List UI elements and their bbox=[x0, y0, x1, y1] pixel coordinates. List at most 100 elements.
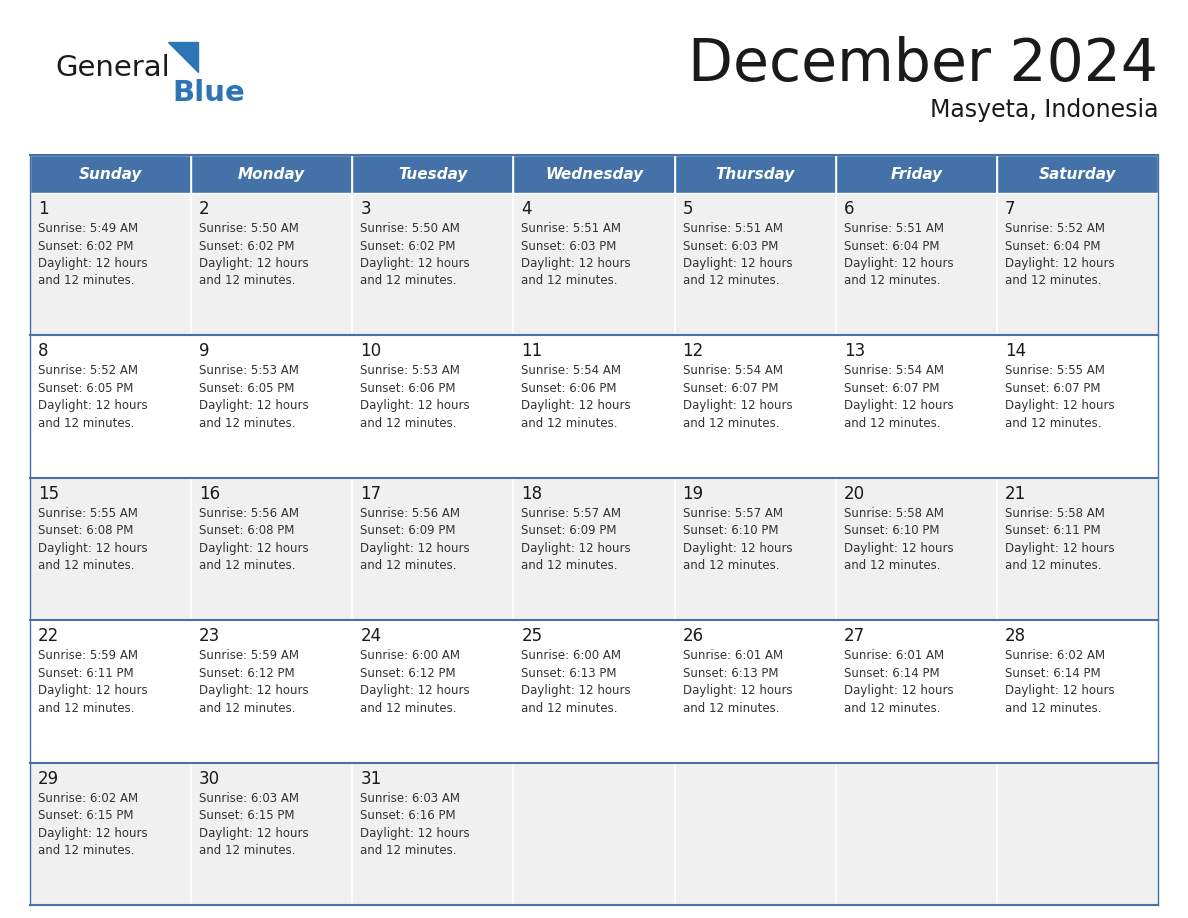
Text: Sunset: 6:04 PM: Sunset: 6:04 PM bbox=[843, 240, 940, 252]
Bar bbox=[513, 193, 675, 335]
Text: Sunrise: 6:02 AM: Sunrise: 6:02 AM bbox=[1005, 649, 1105, 662]
Text: Daylight: 12 hours: Daylight: 12 hours bbox=[200, 684, 309, 697]
Text: and 12 minutes.: and 12 minutes. bbox=[843, 417, 940, 430]
Text: Sunrise: 5:54 AM: Sunrise: 5:54 AM bbox=[683, 364, 783, 377]
Text: Daylight: 12 hours: Daylight: 12 hours bbox=[1005, 542, 1114, 554]
Text: 8: 8 bbox=[38, 342, 49, 361]
Text: 23: 23 bbox=[200, 627, 221, 645]
Text: Sunrise: 6:03 AM: Sunrise: 6:03 AM bbox=[200, 791, 299, 804]
Bar bbox=[191, 763, 353, 905]
Text: Daylight: 12 hours: Daylight: 12 hours bbox=[38, 399, 147, 412]
Bar bbox=[30, 193, 191, 335]
Text: Daylight: 12 hours: Daylight: 12 hours bbox=[843, 257, 953, 270]
Text: 17: 17 bbox=[360, 485, 381, 503]
Bar bbox=[191, 335, 353, 477]
Text: Friday: Friday bbox=[890, 166, 942, 182]
Text: Sunrise: 5:52 AM: Sunrise: 5:52 AM bbox=[1005, 222, 1105, 235]
Text: Sunset: 6:14 PM: Sunset: 6:14 PM bbox=[843, 666, 940, 679]
Text: Sunset: 6:06 PM: Sunset: 6:06 PM bbox=[360, 382, 456, 395]
Bar bbox=[353, 763, 513, 905]
Text: and 12 minutes.: and 12 minutes. bbox=[522, 417, 618, 430]
Text: Sunset: 6:08 PM: Sunset: 6:08 PM bbox=[200, 524, 295, 537]
Text: Daylight: 12 hours: Daylight: 12 hours bbox=[360, 826, 470, 840]
Text: Daylight: 12 hours: Daylight: 12 hours bbox=[1005, 399, 1114, 412]
Text: Daylight: 12 hours: Daylight: 12 hours bbox=[200, 542, 309, 554]
Text: and 12 minutes.: and 12 minutes. bbox=[38, 417, 134, 430]
Text: Sunrise: 5:58 AM: Sunrise: 5:58 AM bbox=[843, 507, 943, 520]
Bar bbox=[835, 477, 997, 621]
Bar bbox=[997, 477, 1158, 621]
Text: Sunrise: 6:03 AM: Sunrise: 6:03 AM bbox=[360, 791, 460, 804]
Text: Sunset: 6:10 PM: Sunset: 6:10 PM bbox=[683, 524, 778, 537]
Bar bbox=[191, 155, 353, 193]
Text: Daylight: 12 hours: Daylight: 12 hours bbox=[360, 257, 470, 270]
Text: Sunrise: 5:57 AM: Sunrise: 5:57 AM bbox=[522, 507, 621, 520]
Text: Sunrise: 5:54 AM: Sunrise: 5:54 AM bbox=[843, 364, 943, 377]
Text: Daylight: 12 hours: Daylight: 12 hours bbox=[683, 542, 792, 554]
Bar bbox=[835, 763, 997, 905]
Text: Sunset: 6:07 PM: Sunset: 6:07 PM bbox=[683, 382, 778, 395]
Text: December 2024: December 2024 bbox=[688, 37, 1158, 94]
Text: and 12 minutes.: and 12 minutes. bbox=[38, 559, 134, 572]
Bar bbox=[191, 193, 353, 335]
Text: and 12 minutes.: and 12 minutes. bbox=[683, 559, 779, 572]
Bar bbox=[997, 763, 1158, 905]
Text: Daylight: 12 hours: Daylight: 12 hours bbox=[843, 542, 953, 554]
Bar bbox=[513, 477, 675, 621]
Text: Sunrise: 5:50 AM: Sunrise: 5:50 AM bbox=[360, 222, 460, 235]
Bar bbox=[835, 155, 997, 193]
Bar bbox=[353, 193, 513, 335]
Bar bbox=[675, 621, 835, 763]
Text: Sunset: 6:02 PM: Sunset: 6:02 PM bbox=[38, 240, 133, 252]
Text: Sunset: 6:14 PM: Sunset: 6:14 PM bbox=[1005, 666, 1100, 679]
Text: and 12 minutes.: and 12 minutes. bbox=[522, 559, 618, 572]
Bar bbox=[997, 193, 1158, 335]
Text: 2: 2 bbox=[200, 200, 210, 218]
Text: Sunrise: 6:01 AM: Sunrise: 6:01 AM bbox=[683, 649, 783, 662]
Text: General: General bbox=[55, 54, 170, 82]
Text: Daylight: 12 hours: Daylight: 12 hours bbox=[200, 826, 309, 840]
Text: 29: 29 bbox=[38, 769, 59, 788]
Text: Sunset: 6:09 PM: Sunset: 6:09 PM bbox=[360, 524, 456, 537]
Bar bbox=[30, 621, 191, 763]
Text: Sunset: 6:15 PM: Sunset: 6:15 PM bbox=[38, 809, 133, 823]
Bar bbox=[353, 155, 513, 193]
Text: 30: 30 bbox=[200, 769, 220, 788]
Text: Sunset: 6:02 PM: Sunset: 6:02 PM bbox=[360, 240, 456, 252]
Text: Saturday: Saturday bbox=[1038, 166, 1117, 182]
Text: Sunrise: 5:58 AM: Sunrise: 5:58 AM bbox=[1005, 507, 1105, 520]
Text: and 12 minutes.: and 12 minutes. bbox=[200, 559, 296, 572]
Text: and 12 minutes.: and 12 minutes. bbox=[200, 417, 296, 430]
Text: 16: 16 bbox=[200, 485, 220, 503]
Text: and 12 minutes.: and 12 minutes. bbox=[360, 701, 456, 715]
Bar bbox=[513, 621, 675, 763]
Text: Sunset: 6:09 PM: Sunset: 6:09 PM bbox=[522, 524, 617, 537]
Text: Sunrise: 6:00 AM: Sunrise: 6:00 AM bbox=[360, 649, 460, 662]
Bar bbox=[353, 335, 513, 477]
Bar bbox=[191, 477, 353, 621]
Text: Monday: Monday bbox=[238, 166, 305, 182]
Text: and 12 minutes.: and 12 minutes. bbox=[360, 844, 456, 857]
Text: Sunrise: 5:53 AM: Sunrise: 5:53 AM bbox=[200, 364, 299, 377]
Text: Sunset: 6:03 PM: Sunset: 6:03 PM bbox=[683, 240, 778, 252]
Text: Daylight: 12 hours: Daylight: 12 hours bbox=[1005, 257, 1114, 270]
Bar bbox=[30, 477, 191, 621]
Text: Sunrise: 5:49 AM: Sunrise: 5:49 AM bbox=[38, 222, 138, 235]
Text: Sunset: 6:12 PM: Sunset: 6:12 PM bbox=[200, 666, 295, 679]
Text: Sunrise: 6:01 AM: Sunrise: 6:01 AM bbox=[843, 649, 943, 662]
Bar bbox=[835, 621, 997, 763]
Text: 6: 6 bbox=[843, 200, 854, 218]
Bar bbox=[675, 477, 835, 621]
Bar bbox=[675, 193, 835, 335]
Text: Sunset: 6:16 PM: Sunset: 6:16 PM bbox=[360, 809, 456, 823]
Text: and 12 minutes.: and 12 minutes. bbox=[843, 701, 940, 715]
Text: Sunrise: 5:51 AM: Sunrise: 5:51 AM bbox=[843, 222, 943, 235]
Text: and 12 minutes.: and 12 minutes. bbox=[1005, 559, 1101, 572]
Text: and 12 minutes.: and 12 minutes. bbox=[360, 417, 456, 430]
Text: and 12 minutes.: and 12 minutes. bbox=[38, 844, 134, 857]
Text: Sunday: Sunday bbox=[78, 166, 143, 182]
Text: Sunset: 6:08 PM: Sunset: 6:08 PM bbox=[38, 524, 133, 537]
Text: Sunset: 6:07 PM: Sunset: 6:07 PM bbox=[843, 382, 940, 395]
Text: Masyeta, Indonesia: Masyeta, Indonesia bbox=[929, 98, 1158, 122]
Text: 19: 19 bbox=[683, 485, 703, 503]
